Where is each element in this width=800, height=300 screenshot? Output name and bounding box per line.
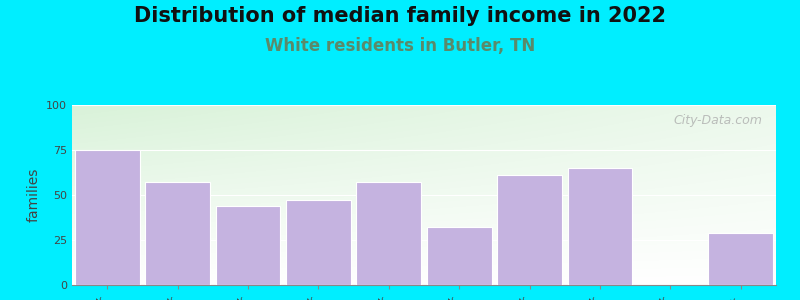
Bar [709, 233, 773, 285]
Bar [357, 182, 421, 285]
Text: Distribution of median family income in 2022: Distribution of median family income in … [134, 6, 666, 26]
Bar [146, 182, 210, 285]
Bar [498, 175, 562, 285]
Bar [216, 206, 280, 285]
Bar [568, 168, 632, 285]
Bar [427, 227, 491, 285]
Bar [75, 150, 139, 285]
Y-axis label: families: families [26, 168, 41, 222]
Text: White residents in Butler, TN: White residents in Butler, TN [265, 38, 535, 56]
Text: City-Data.com: City-Data.com [673, 114, 762, 127]
Bar [286, 200, 350, 285]
